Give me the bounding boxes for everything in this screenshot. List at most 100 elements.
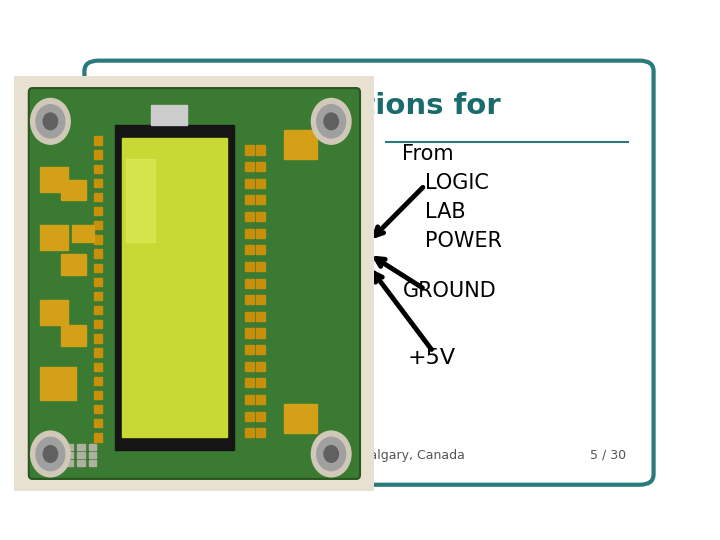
Bar — [245, 279, 254, 288]
Bar — [77, 452, 85, 458]
Bar — [245, 145, 254, 154]
Bar — [94, 376, 102, 385]
Bar — [89, 443, 96, 450]
Circle shape — [30, 98, 71, 144]
Bar — [66, 460, 73, 467]
Bar — [256, 379, 265, 388]
Bar — [94, 235, 102, 244]
Bar — [256, 395, 265, 404]
Circle shape — [30, 431, 71, 477]
Bar — [94, 278, 102, 286]
Bar — [94, 320, 102, 328]
Bar — [94, 419, 102, 427]
Bar — [256, 295, 265, 305]
Bar — [256, 262, 265, 271]
Bar — [256, 162, 265, 171]
Bar — [94, 249, 102, 258]
Bar — [245, 162, 254, 171]
FancyBboxPatch shape — [29, 88, 360, 479]
Bar — [94, 362, 102, 371]
Bar — [256, 145, 265, 154]
Text: POWER: POWER — [425, 231, 502, 251]
Circle shape — [36, 437, 65, 471]
Bar — [256, 212, 265, 221]
Circle shape — [36, 105, 65, 138]
Bar — [256, 279, 265, 288]
Bar — [115, 125, 234, 450]
Bar — [94, 151, 102, 159]
Bar — [256, 312, 265, 321]
Bar — [151, 105, 187, 125]
Bar — [94, 348, 102, 357]
FancyBboxPatch shape — [84, 60, 654, 485]
Bar — [122, 138, 227, 437]
Bar — [54, 443, 62, 450]
Bar — [61, 325, 86, 346]
Bar — [40, 367, 76, 400]
Bar — [256, 362, 265, 371]
Bar — [284, 404, 317, 433]
Bar — [245, 362, 254, 371]
Bar — [256, 179, 265, 188]
Bar — [40, 167, 68, 192]
Bar — [94, 334, 102, 342]
Bar — [245, 195, 254, 205]
Bar — [61, 254, 86, 275]
Bar — [245, 345, 254, 354]
Circle shape — [324, 113, 338, 130]
Circle shape — [324, 446, 338, 462]
Bar — [94, 193, 102, 201]
Text: +5V: +5V — [408, 348, 456, 368]
Bar — [245, 179, 254, 188]
Bar — [54, 452, 62, 458]
Bar — [245, 228, 254, 238]
Bar — [94, 264, 102, 272]
Bar — [66, 452, 73, 458]
Bar — [94, 391, 102, 399]
Bar — [94, 292, 102, 300]
Bar — [126, 159, 155, 242]
Bar — [245, 328, 254, 338]
Bar — [284, 130, 317, 159]
Text: GROUND: GROUND — [402, 281, 496, 301]
Bar — [245, 245, 254, 254]
Bar — [72, 225, 94, 242]
Bar — [245, 295, 254, 305]
Bar — [40, 225, 68, 250]
Bar — [94, 221, 102, 229]
Bar — [256, 428, 265, 437]
Bar — [94, 207, 102, 215]
Text: Power Connections for: Power Connections for — [129, 92, 500, 120]
Bar — [245, 379, 254, 388]
Bar — [245, 395, 254, 404]
Circle shape — [312, 98, 351, 144]
Text: From: From — [402, 144, 454, 164]
Bar — [40, 300, 68, 325]
Circle shape — [312, 431, 351, 477]
Bar — [77, 443, 85, 450]
Circle shape — [317, 437, 346, 471]
Bar — [94, 433, 102, 442]
Bar — [256, 345, 265, 354]
Text: LAB: LAB — [425, 202, 465, 222]
Bar — [94, 136, 102, 145]
Bar — [94, 165, 102, 173]
Text: 5 / 30: 5 / 30 — [590, 449, 626, 462]
Bar — [94, 179, 102, 187]
Bar — [256, 195, 265, 205]
Bar — [245, 411, 254, 421]
Bar — [89, 460, 96, 467]
Bar — [89, 452, 96, 458]
Text: D                                     , University of Calgary, Canada: D , University of Calgary, Canada — [112, 449, 465, 462]
Circle shape — [43, 446, 58, 462]
Text: LCD screen: LCD screen — [129, 125, 312, 153]
Text: LOGIC: LOGIC — [425, 173, 489, 193]
Bar — [54, 460, 62, 467]
Bar — [245, 262, 254, 271]
Bar — [66, 443, 73, 450]
Bar — [245, 428, 254, 437]
Bar — [256, 411, 265, 421]
Bar — [245, 312, 254, 321]
Bar — [94, 405, 102, 413]
Bar — [77, 460, 85, 467]
